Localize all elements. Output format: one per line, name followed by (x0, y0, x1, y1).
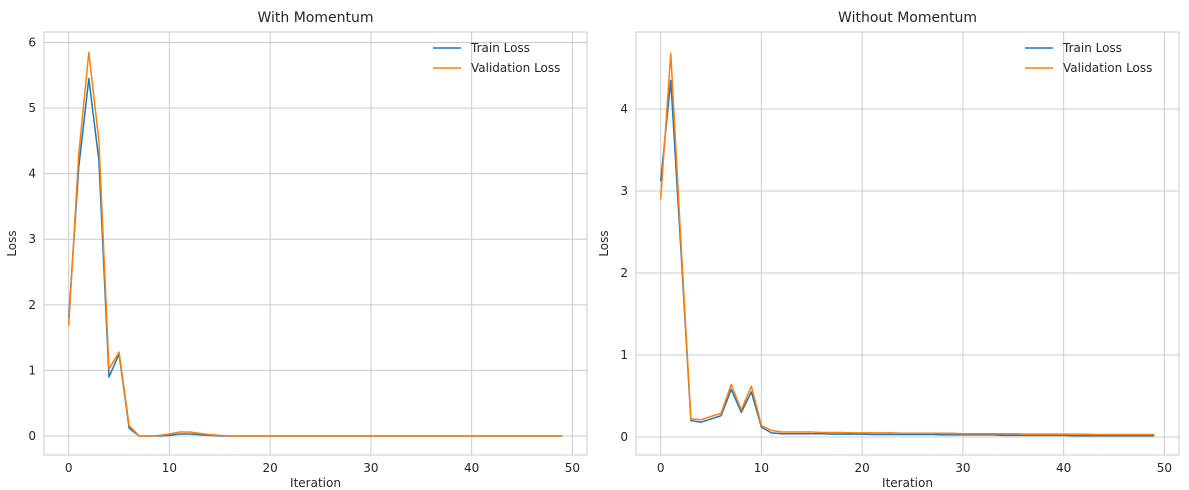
y-tick-label: 0 (28, 429, 36, 443)
axes-frame (635, 31, 1180, 456)
y-tick-label: 1 (620, 348, 628, 362)
chart-panel-2: 0 10 20 30 40 50 0 1 2 3 4 Iteration Loss Without Mom… (597, 10, 1180, 490)
y-tick-label: 4 (620, 102, 628, 116)
y-tick-label: 0 (620, 430, 628, 444)
x-tick-label: 10 (754, 461, 769, 475)
x-tick-label: 30 (955, 461, 970, 475)
series-line-train-loss (67, 77, 563, 437)
x-tick-label: 20 (263, 461, 278, 475)
x-tick-label: 10 (162, 461, 177, 475)
legend: Train Loss Validation Loss (1025, 41, 1152, 75)
y-tick-label: 1 (28, 363, 36, 377)
y-tick-label: 2 (620, 266, 628, 280)
series-line-validation-loss (659, 52, 1155, 436)
series-line-validation-loss (67, 51, 563, 437)
legend-label: Train Loss (470, 41, 530, 55)
x-axis-label: Iteration (290, 476, 341, 490)
x-tick-label: 30 (363, 461, 378, 475)
y-tick-label: 4 (28, 167, 36, 181)
y-tick-label: 2 (28, 298, 36, 312)
series-line-train-loss (659, 79, 1155, 437)
x-tick-label: 0 (657, 461, 665, 475)
y-tick-label: 5 (28, 101, 36, 115)
x-tick-label: 40 (1056, 461, 1071, 475)
x-tick-label: 40 (464, 461, 479, 475)
x-tick-label: 0 (65, 461, 73, 475)
y-tick-label: 6 (28, 35, 36, 49)
x-tick-label: 50 (565, 461, 580, 475)
chart-title: Without Momentum (838, 10, 977, 26)
chart-panel-1: 0 10 20 30 40 50 0 1 2 3 4 5 6 Iteration Loss With Mome… (5, 10, 588, 490)
y-axis-label: Loss (597, 230, 611, 256)
legend-label: Validation Loss (1063, 61, 1152, 75)
legend: Train Loss Validation Loss (433, 41, 560, 75)
legend-label: Train Loss (1062, 41, 1122, 55)
y-tick-label: 3 (28, 232, 36, 246)
chart-title: With Momentum (257, 10, 373, 26)
y-tick-label: 3 (620, 184, 628, 198)
legend-label: Validation Loss (471, 61, 560, 75)
x-axis-label: Iteration (882, 476, 933, 490)
axes-frame (43, 31, 588, 456)
x-tick-label: 50 (1157, 461, 1172, 475)
y-axis-label: Loss (5, 230, 19, 256)
x-tick-label: 20 (855, 461, 870, 475)
